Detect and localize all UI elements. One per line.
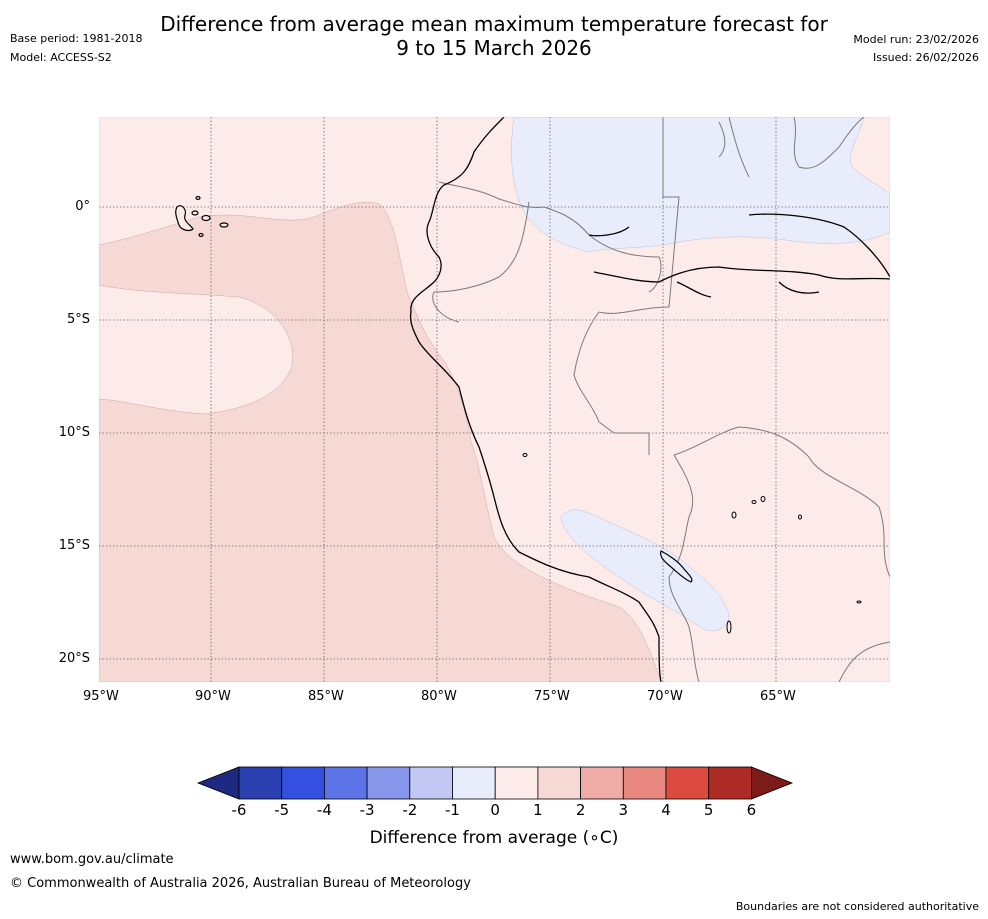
lat-label-5s: 5°S [66, 312, 90, 327]
model-name: Model: ACCESS-S2 [10, 51, 112, 64]
footer-disclaimer: Boundaries are not considered authoritat… [735, 900, 979, 913]
colorbar-tick-label: -2 [402, 801, 418, 819]
colorbar-tick-label: 5 [703, 801, 714, 819]
lat-label-20s: 20°S [58, 651, 90, 666]
colorbar-tick-label: 6 [746, 801, 757, 819]
colorbar-tick-label: 1 [533, 801, 543, 819]
colorbar-extend-high [751, 766, 794, 800]
lake-titicaca [660, 550, 693, 583]
colorbar-tick-label: -4 [316, 801, 332, 819]
lon-label-95w: 95°W [83, 689, 119, 704]
colorbar-label: Difference from average (∘C) [369, 828, 619, 848]
lon-label-80w: 80°W [421, 689, 457, 704]
colorbar-cell [452, 766, 496, 800]
coastline [409, 117, 890, 682]
footer-copyright: © Commonwealth of Australia 2026, Austra… [10, 876, 471, 891]
cool-region-northeast [511, 117, 890, 253]
lon-label-65w: 65°W [760, 689, 796, 704]
title-line-1: Difference from average mean maximum tem… [160, 12, 828, 36]
colorbar-cell [665, 766, 710, 800]
colorbar-cell [238, 766, 283, 800]
colorbar-cell [409, 766, 453, 800]
cool-region-south [560, 509, 730, 632]
small-lakes [522, 453, 862, 634]
model-run: Model run: 23/02/2026 [853, 33, 979, 46]
title-line-2: 9 to 15 March 2026 [396, 36, 592, 60]
country-borders [432, 117, 890, 682]
colorbar-tick-label: -3 [359, 801, 375, 819]
colorbar-tick-label: -1 [445, 801, 460, 819]
anomaly-map [99, 117, 890, 682]
lat-label-10s: 10°S [58, 425, 90, 440]
issued-date: Issued: 26/02/2026 [872, 51, 979, 64]
colorbar-tick-label: 2 [575, 801, 586, 819]
lon-label-75w: 75°W [534, 689, 570, 704]
graticule [99, 117, 890, 682]
colorbar-tick-label: 3 [618, 801, 629, 819]
colorbar-cell [708, 766, 752, 800]
colorbar-tick-label: 0 [490, 801, 500, 819]
colorbar-cell [281, 766, 325, 800]
colorbar-tick-label: -6 [231, 801, 247, 819]
colorbar-extend-low [196, 766, 240, 800]
chart-title: Difference from average mean maximum tem… [0, 12, 988, 60]
colorbar-cell [537, 766, 581, 800]
colorbar-tick-label: -5 [274, 801, 290, 819]
colorbar-cell [366, 766, 411, 800]
colorbar-tick-label: 4 [661, 801, 671, 819]
colorbar-cell [622, 766, 667, 800]
colorbar-cell [323, 766, 368, 800]
footer-url[interactable]: www.bom.gov.au/climate [10, 852, 174, 867]
galapagos-islands [175, 195, 229, 238]
lat-label-0: 0° [75, 199, 90, 214]
ocean-warm-region [99, 201, 663, 682]
colorbar-cell [580, 766, 624, 800]
base-period: Base period: 1981-2018 [10, 32, 143, 45]
lat-label-15s: 15°S [58, 538, 90, 553]
lon-label-90w: 90°W [195, 689, 231, 704]
lon-label-70w: 70°W [647, 689, 683, 704]
colorbar [196, 766, 794, 800]
lon-label-85w: 85°W [308, 689, 344, 704]
colorbar-cell [494, 766, 539, 800]
